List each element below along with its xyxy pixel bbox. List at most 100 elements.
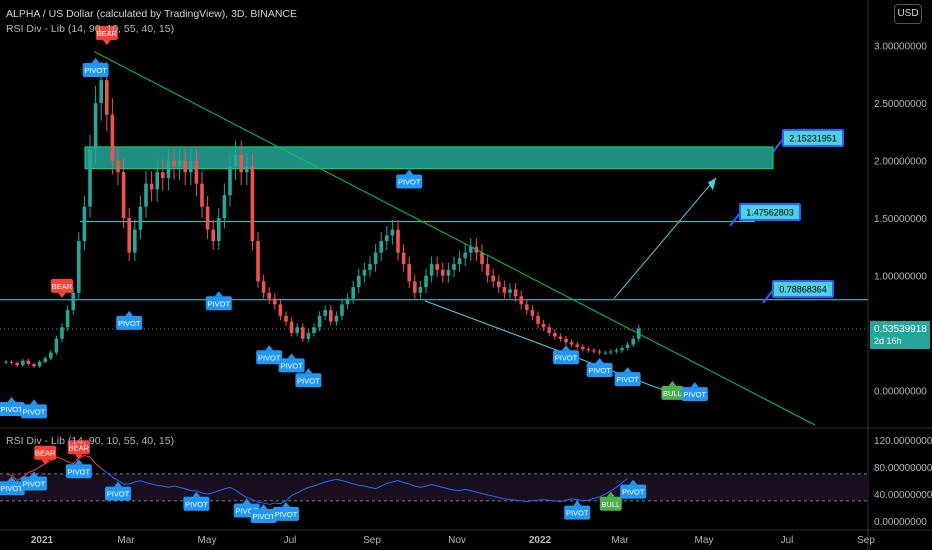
rsi-annotation-pivot-text: PIVOT [566, 509, 589, 518]
rsi-annotation-pivot-text: PIVOT [107, 490, 130, 499]
candle-body [429, 264, 434, 276]
price-annotation-pivot: PIVOT [205, 291, 232, 311]
price-annotation-pivot-text: PIVOT [258, 353, 281, 362]
rsi-line [100, 468, 628, 505]
candle-body [127, 218, 131, 253]
price-annotation-bull: BULL [661, 380, 684, 400]
rsi-annotation-pivot-tip [242, 498, 251, 504]
candle-body [37, 361, 42, 367]
candle-body [295, 327, 299, 334]
candle-body [71, 292, 75, 311]
candle-body [592, 350, 596, 352]
candle-body [620, 348, 624, 351]
candle-body [553, 333, 557, 337]
rsi-annotation-pivot-box [105, 486, 131, 501]
price-annotation-pivot: PIVOT [614, 367, 641, 387]
candle-body [250, 166, 255, 242]
price-annotation-pivot-box [553, 350, 579, 365]
candle-body [105, 80, 109, 115]
candle-body [267, 292, 271, 299]
price-annotation-pivot-text: PIVOT [398, 177, 421, 186]
rsi-annotation-pivot: PIVOT [250, 503, 277, 523]
rsi-annotation-bear-tip [74, 454, 83, 460]
candle-body [177, 160, 182, 167]
time-tick-label: 2021 [31, 535, 54, 546]
candle-body [144, 183, 148, 207]
symbol-legend: ALPHA / US Dollar (calculated by Trading… [6, 8, 298, 20]
price-annotation-pivot-box [82, 62, 109, 77]
price-annotation-pivot-text: PIVOT [555, 353, 578, 362]
price-tick-label: 2.50000000 [874, 99, 927, 110]
rsi-annotation-pivot-tip [259, 503, 268, 509]
candle-body [396, 229, 400, 253]
rsi-annotation-pivot-tip [192, 491, 201, 497]
price-annotation-pivot-tip [287, 353, 296, 359]
candle-body [575, 344, 579, 347]
rsi-annotation-pivot: PIVOT [620, 479, 647, 499]
time-tick-label: Sep [363, 535, 381, 546]
rsi-annotation-pivot-tip [573, 500, 582, 506]
price-annotation-pivot: PIVOT [681, 382, 708, 402]
time-tick-label: Mar [117, 535, 135, 546]
indicator-legend: RSI Div - Lib (14, 90, 10, 55, 40, 15) [6, 23, 175, 35]
candle-body [88, 149, 92, 207]
price-annotation-pivot: PIVOT [256, 345, 283, 365]
descending-trendline [93, 51, 816, 426]
countdown-value: 2d 16h [874, 336, 902, 346]
price-annotation-pivot: PIVOT [21, 399, 47, 419]
candle-body [351, 287, 355, 299]
price-label-pointer [762, 289, 774, 304]
price-annotation-pivot-text: PIVOT [0, 405, 23, 414]
candle-body [284, 315, 288, 322]
price-annotation-pivot-tip [30, 399, 38, 405]
candle-body [558, 336, 563, 339]
candle-body [278, 304, 283, 316]
price-annotation-pivot-text: PIVOT [118, 319, 141, 328]
candle-body [340, 304, 344, 316]
candle-body [329, 310, 333, 322]
candle-body [373, 252, 378, 265]
candle-body [581, 346, 585, 350]
candle-body [133, 229, 137, 253]
price-annotation-pivot-tip [623, 367, 632, 373]
candle-body [379, 241, 383, 253]
candle-body [138, 206, 143, 230]
rsi-annotation-pivot-box [0, 481, 25, 496]
candle-body [172, 160, 176, 167]
candle-body [211, 229, 215, 242]
rsi-annotation-bear-text: BEAR [69, 443, 90, 452]
rsi-annotation-pivot-text: PIVOT [622, 488, 645, 497]
candle-body [418, 287, 423, 293]
price-annotation-pivot-box [116, 315, 143, 330]
rsi-annotation-pivot-tip [114, 481, 122, 487]
candle-body [261, 281, 266, 293]
rsi-annotation-pivot: PIVOT [273, 501, 299, 521]
candle-body [323, 310, 327, 316]
price-label-pointer [772, 138, 784, 153]
resistance-zone [84, 146, 774, 170]
price-annotation-bull-text: BULL [663, 389, 682, 398]
price-annotation-bear-tip [102, 40, 111, 45]
rsi-tick-label: 40.00000000 [874, 490, 932, 501]
candle-body [116, 160, 120, 173]
price-annotation-pivot-tip [125, 310, 134, 316]
candle-body [541, 323, 546, 328]
rsi-tick-label: 120.00000000 [874, 436, 932, 447]
rsi-tick-label: 0.00000000 [874, 517, 927, 528]
price-annotation-pivot-box [396, 174, 423, 189]
price-label-text: 1.47562803 [746, 208, 794, 218]
price-annotation-pivot-tip [265, 345, 274, 351]
price-annotation-pivot-text: PIVOT [684, 390, 707, 399]
rsi-annotation-pivot: PIVOT [183, 491, 210, 511]
candle-body [183, 160, 187, 173]
currency-button[interactable]: USD [894, 4, 922, 24]
rsi-annotation-pivot: PIVOT [564, 500, 591, 520]
price-annotation-pivot-text: PIVOT [208, 299, 231, 308]
candle-body [65, 310, 70, 328]
candle-body [60, 327, 64, 339]
candle-body [401, 252, 406, 265]
candle-body [441, 269, 445, 276]
candle-body [77, 241, 81, 293]
rsi-annotation-pivot-text: PIVOT [252, 512, 275, 521]
